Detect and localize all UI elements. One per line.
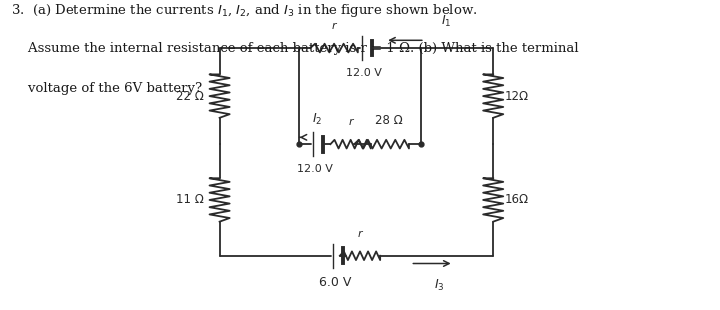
Text: 11 Ω: 11 Ω <box>176 193 204 206</box>
Text: r: r <box>332 21 336 31</box>
Text: 3.  (a) Determine the currents $I_1$, $I_2$, and $I_3$ in the figure shown below: 3. (a) Determine the currents $I_1$, $I_… <box>11 2 477 19</box>
Text: 22 Ω: 22 Ω <box>176 90 204 103</box>
Text: $I_2$: $I_2$ <box>312 112 322 127</box>
Text: $I_3$: $I_3$ <box>434 277 444 293</box>
Text: voltage of the 6V battery?: voltage of the 6V battery? <box>11 82 202 95</box>
Text: 28 Ω: 28 Ω <box>375 114 402 127</box>
Text: $I_1$: $I_1$ <box>441 14 451 29</box>
Text: 16Ω: 16Ω <box>505 193 529 206</box>
Text: 12.0 V: 12.0 V <box>297 164 333 174</box>
Text: r: r <box>348 117 353 127</box>
Text: 12Ω: 12Ω <box>505 90 529 103</box>
Text: Assume the internal resistance of each battery is r = 1 Ω. (b) What is the termi: Assume the internal resistance of each b… <box>11 42 578 55</box>
Text: r: r <box>358 229 362 239</box>
Text: 6.0 V: 6.0 V <box>319 276 351 289</box>
Text: 12.0 V: 12.0 V <box>346 68 382 78</box>
